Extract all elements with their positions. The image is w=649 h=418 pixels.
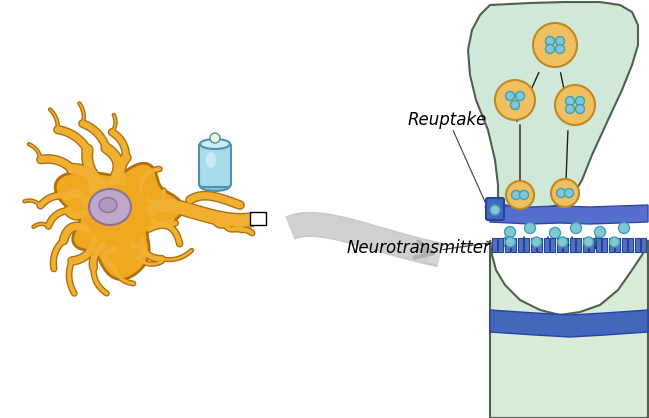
Circle shape	[594, 227, 606, 237]
Bar	[544, 238, 549, 252]
Ellipse shape	[89, 189, 131, 225]
Bar	[570, 238, 575, 252]
Circle shape	[576, 97, 585, 105]
Bar	[498, 238, 503, 252]
Text: Reuptake: Reuptake	[408, 111, 487, 129]
Polygon shape	[55, 163, 183, 279]
Bar	[589, 238, 594, 252]
Circle shape	[556, 189, 565, 197]
Bar	[609, 238, 614, 252]
Circle shape	[570, 222, 582, 234]
Circle shape	[502, 237, 513, 247]
Ellipse shape	[200, 139, 230, 149]
Polygon shape	[490, 205, 648, 224]
Circle shape	[506, 237, 515, 247]
Polygon shape	[468, 2, 638, 210]
Bar	[505, 238, 510, 252]
Bar	[524, 238, 529, 252]
Bar	[576, 238, 581, 252]
Bar	[615, 238, 620, 252]
Circle shape	[515, 92, 524, 100]
Bar	[583, 238, 588, 252]
Ellipse shape	[200, 181, 230, 191]
Bar	[492, 238, 497, 252]
Bar	[250, 212, 266, 225]
Circle shape	[565, 189, 574, 197]
Circle shape	[555, 85, 595, 125]
Bar	[531, 238, 536, 252]
Circle shape	[532, 237, 541, 247]
Bar	[628, 238, 633, 252]
Circle shape	[533, 23, 577, 67]
Circle shape	[556, 36, 565, 46]
Text: Neurotransmitter: Neurotransmitter	[346, 239, 490, 257]
Bar	[635, 238, 640, 252]
Circle shape	[583, 237, 593, 247]
Circle shape	[546, 36, 554, 46]
Bar	[641, 238, 646, 252]
Circle shape	[511, 100, 519, 110]
Circle shape	[550, 227, 561, 239]
Polygon shape	[490, 240, 648, 418]
Ellipse shape	[99, 197, 117, 212]
Circle shape	[546, 44, 554, 54]
Circle shape	[495, 80, 535, 120]
FancyBboxPatch shape	[486, 198, 504, 220]
Circle shape	[506, 92, 515, 100]
Circle shape	[618, 222, 630, 234]
Ellipse shape	[206, 152, 216, 168]
Circle shape	[506, 181, 534, 209]
Bar	[596, 238, 601, 252]
Circle shape	[519, 191, 528, 199]
Circle shape	[565, 104, 574, 114]
Circle shape	[524, 222, 535, 234]
Polygon shape	[490, 310, 648, 337]
Bar	[557, 238, 562, 252]
Circle shape	[557, 237, 567, 247]
Circle shape	[576, 104, 585, 114]
Circle shape	[504, 227, 515, 237]
Circle shape	[490, 205, 500, 215]
Bar	[563, 238, 568, 252]
Circle shape	[511, 191, 520, 199]
Bar	[511, 238, 516, 252]
Bar	[622, 238, 627, 252]
Circle shape	[565, 97, 574, 105]
Bar	[602, 238, 607, 252]
Circle shape	[609, 237, 620, 247]
Bar	[518, 238, 523, 252]
FancyBboxPatch shape	[199, 143, 231, 187]
Circle shape	[551, 179, 579, 207]
Bar	[550, 238, 555, 252]
Bar	[537, 238, 542, 252]
Circle shape	[556, 44, 565, 54]
Circle shape	[210, 133, 220, 143]
